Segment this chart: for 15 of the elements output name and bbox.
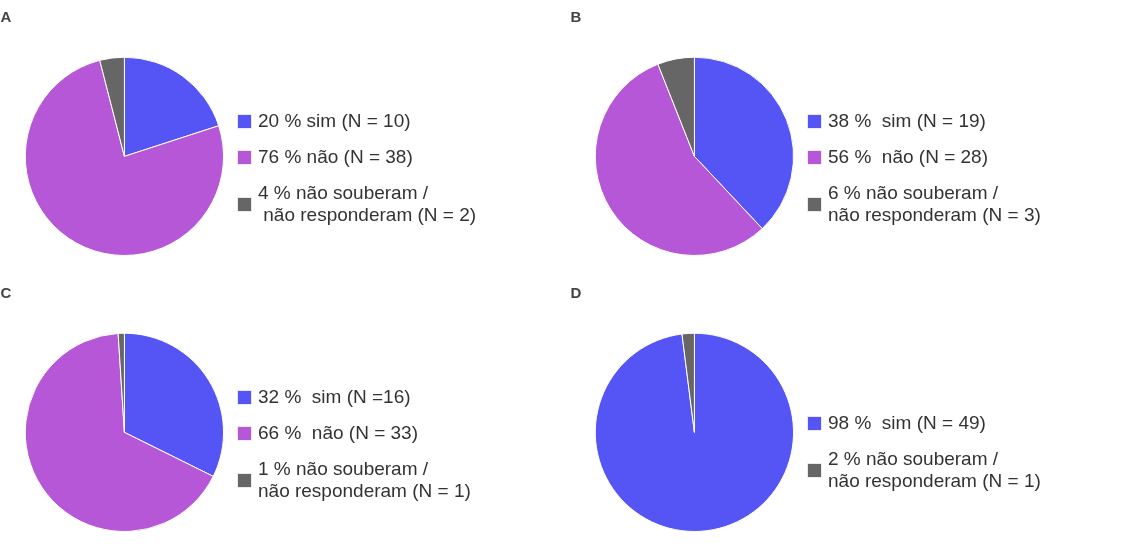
legend-label: 2 % não souberam / não responderam (N = 1)	[828, 448, 1041, 492]
legend-label: 20 % sim (N = 10)	[258, 110, 411, 132]
chart-title: B	[570, 7, 582, 25]
legend-label: 76 % não (N = 38)	[258, 146, 413, 168]
legend-label: 6 % não souberam / não responderam (N = 3)	[828, 182, 1041, 226]
legend-label: 56 % não (N = 28)	[828, 146, 989, 168]
legend-label: 38 % sim (N = 19)	[828, 110, 986, 132]
legend-label: 4 % não souberam / não responderam (N = 2)	[258, 182, 477, 226]
chart-title: D	[570, 283, 582, 301]
slice-label: 32 % sim (N =16)	[258, 386, 411, 408]
legend-label: 66 % não (N = 33)	[258, 422, 419, 444]
legend-label: 1 % não souberam / não responderam (N = 1)	[258, 458, 471, 502]
chart-title: C	[0, 283, 12, 301]
chart-title: A	[0, 7, 12, 25]
legend-label: 98 % sim (N = 49)	[828, 412, 986, 434]
